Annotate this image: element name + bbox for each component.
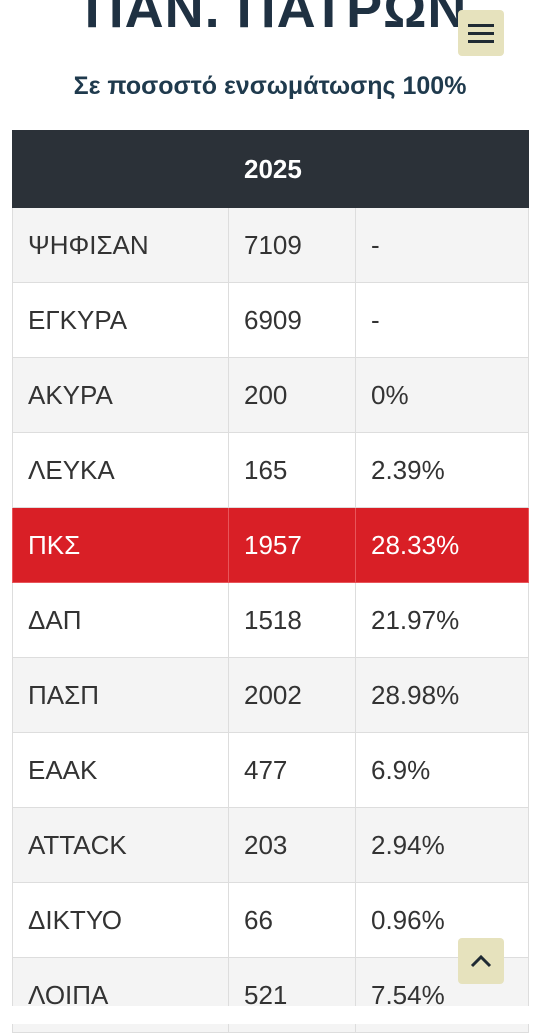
row-label: ΠΚΣ (12, 507, 229, 583)
page-title: ΠΑΝ. ΠΑΤΡΩΝ (84, 0, 468, 39)
row-label: ΨΗΦΙΣΑΝ (12, 207, 229, 283)
percent-cell: 28.33% (355, 507, 529, 583)
row-label: ΠΑΣΠ (12, 657, 229, 733)
votes-cell: 203 (228, 807, 356, 883)
percent-cell: 2.39% (355, 432, 529, 508)
table-row: ΨΗΦΙΣΑΝ 7109- (12, 207, 529, 283)
table-row: ΠΑΣΠ 2002 28.98% (12, 657, 529, 733)
percent-cell: - (355, 207, 529, 283)
row-label: ΕΓΚΥΡΑ (12, 282, 229, 358)
percent-cell: 6.9% (355, 732, 529, 808)
table-row: ΑΚΥΡΑ 200 0% (12, 357, 529, 433)
menu-button[interactable] (458, 10, 504, 56)
percent-cell: - (355, 282, 529, 358)
votes-cell: 477 (228, 732, 356, 808)
table-row: ΔΑΠ 1518 21.97% (12, 582, 529, 658)
votes-cell: 2002 (228, 657, 356, 733)
page-bottom (0, 1006, 552, 1024)
year-header: 2025 (228, 130, 529, 208)
scroll-top-button[interactable] (458, 938, 504, 984)
menu-icon (468, 24, 494, 43)
subtitle: Σε ποσοστό ενσωμάτωσης 100% (73, 72, 467, 100)
header-row: 2025 (12, 130, 529, 208)
table-row: ΕΓΚΥΡΑ 6909- (12, 282, 529, 358)
row-label: ATTACK (12, 807, 229, 883)
row-label: ΕΑΑΚ (12, 732, 229, 808)
percent-cell: 21.97% (355, 582, 529, 658)
votes-cell: 200 (228, 357, 356, 433)
table-row: ΕΑΑΚ 477 6.9% (12, 732, 529, 808)
votes-cell: 7109 (228, 207, 356, 283)
row-label: ΛΕΥΚΑ (12, 432, 229, 508)
table-row: ΠΚΣ 1957 28.33% (12, 507, 529, 583)
percent-cell: 0.96% (355, 882, 529, 958)
percent-cell: 2.94% (355, 807, 529, 883)
votes-cell: 6909 (228, 282, 356, 358)
table-row: ΛΕΥΚΑ 165 2.39% (12, 432, 529, 508)
up-icon (470, 954, 492, 968)
results-table: 2025 ΨΗΦΙΣΑΝ 7109- ΕΓΚΥΡΑ 6909- ΑΚΥΡΑ 200 0% ΛΕ… (12, 130, 529, 1033)
row-label: ΑΚΥΡΑ (12, 357, 229, 433)
percent-cell: 28.98% (355, 657, 529, 733)
table-row: ATTACK 203 2.94% (12, 807, 529, 883)
table-body: ΨΗΦΙΣΑΝ 7109- ΕΓΚΥΡΑ 6909- ΑΚΥΡΑ 200 0% ΛΕΥΚΑ 16… (12, 207, 529, 1033)
table-row: ΔΙΚΤΥΟ 66 0.96% (12, 882, 529, 958)
votes-cell: 1957 (228, 507, 356, 583)
row-label: ΔΙΚΤΥΟ (12, 882, 229, 958)
percent-cell: 0% (355, 357, 529, 433)
votes-cell: 165 (228, 432, 356, 508)
table-head: 2025 (12, 130, 529, 208)
header-cell (12, 130, 229, 208)
votes-cell: 66 (228, 882, 356, 958)
row-label: ΔΑΠ (12, 582, 229, 658)
votes-cell: 1518 (228, 582, 356, 658)
